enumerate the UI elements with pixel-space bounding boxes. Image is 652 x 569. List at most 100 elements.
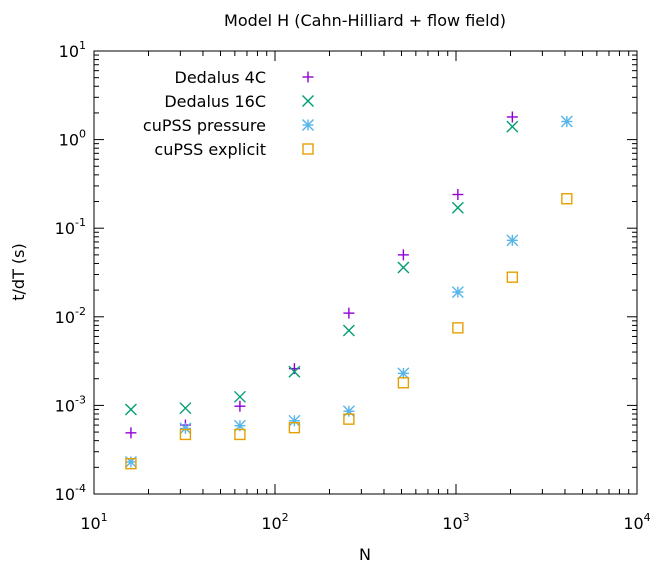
legend-label: cuPSS explicit <box>154 140 266 159</box>
marker-stroke <box>342 324 355 337</box>
y-tick-label-exponent: 0 <box>79 128 86 141</box>
data-point <box>288 414 301 427</box>
x-tick-label: 102 <box>261 511 288 533</box>
data-point <box>342 405 355 418</box>
legend-entry: cuPSS pressure <box>143 116 314 135</box>
y-axis-label: t/dT (s) <box>9 243 28 301</box>
data-points <box>124 111 573 470</box>
chart-title: Model H (Cahn-Hilliard + flow field) <box>224 11 506 30</box>
marker-stroke <box>234 428 246 441</box>
marker-stroke <box>561 193 573 205</box>
data-point <box>397 367 410 380</box>
y-tick-label: 10-1 <box>55 216 86 238</box>
y-tick-label-exponent: 1 <box>79 39 86 52</box>
legend-entry: cuPSS explicit <box>154 140 314 159</box>
marker-stroke <box>233 390 246 403</box>
legend-label: Dedalus 4C <box>175 68 266 87</box>
marker-stroke <box>179 428 192 441</box>
y-tick-label-base: 10 <box>55 396 75 415</box>
data-point <box>288 422 301 434</box>
data-point <box>397 377 410 389</box>
marker-stroke <box>179 422 192 435</box>
data-point <box>125 427 137 439</box>
y-tick-label-exponent: -4 <box>75 482 86 495</box>
data-point <box>234 400 246 412</box>
marker-stroke <box>397 377 410 389</box>
data-point <box>233 390 246 403</box>
marker-stroke <box>397 367 410 380</box>
marker-stroke <box>288 365 301 378</box>
series-cupss-pressure <box>124 115 573 468</box>
y-tick-label-exponent: -3 <box>75 393 86 406</box>
x-tick-label: 104 <box>623 511 650 533</box>
x-tick-label: 101 <box>80 511 107 533</box>
data-point <box>288 365 301 378</box>
y-tick-label-base: 10 <box>55 308 75 327</box>
data-point <box>179 402 192 415</box>
data-point <box>506 271 519 283</box>
marker-stroke <box>506 234 519 247</box>
marker-stroke <box>302 143 314 155</box>
legend-entry: Dedalus 4C <box>175 68 314 87</box>
legend-label: cuPSS pressure <box>143 116 266 135</box>
marker-stroke <box>451 201 464 214</box>
y-tick-label-base: 10 <box>55 485 75 504</box>
data-point <box>179 428 192 441</box>
data-point <box>397 261 410 274</box>
y-tick-label-base: 10 <box>59 131 79 150</box>
data-point <box>343 307 355 319</box>
marker-stroke <box>124 403 137 416</box>
x-tick-label: 103 <box>442 511 469 533</box>
marker-stroke <box>179 402 192 415</box>
data-point <box>506 234 519 247</box>
data-point <box>452 322 464 334</box>
marker-stroke <box>343 413 355 425</box>
data-point <box>506 111 518 123</box>
data-point <box>179 422 192 435</box>
marker-stroke <box>560 115 573 128</box>
marker-stroke <box>288 422 301 434</box>
y-tick-label-base: 10 <box>55 219 75 238</box>
data-point <box>125 457 137 470</box>
series-dedalus-16c <box>124 120 519 416</box>
marker-stroke <box>125 457 137 470</box>
y-tick-label: 10-4 <box>55 482 86 504</box>
data-point <box>451 286 464 299</box>
data-point <box>561 193 573 205</box>
x-tick-label-base: 10 <box>623 514 643 533</box>
data-point <box>506 120 519 133</box>
x-tick-label-exponent: 4 <box>644 511 651 524</box>
plot-frame <box>93 50 638 495</box>
series-cupss-explicit <box>125 193 573 470</box>
data-point <box>343 413 355 425</box>
x-tick-label-base: 10 <box>442 514 462 533</box>
x-axis-label: N <box>359 545 371 564</box>
marker-stroke <box>452 322 464 334</box>
marker-stroke <box>506 271 519 283</box>
x-tick-label-exponent: 3 <box>463 511 470 524</box>
y-tick-label: 100 <box>59 128 86 150</box>
x-tick-label-base: 10 <box>80 514 100 533</box>
legend-entry: Dedalus 16C <box>164 92 314 111</box>
marker-stroke <box>342 405 355 418</box>
x-tick-label-exponent: 2 <box>282 511 289 524</box>
y-tick-label-exponent: -2 <box>75 305 86 318</box>
marker-stroke <box>506 120 519 133</box>
y-tick-label: 101 <box>59 39 86 61</box>
marker-stroke <box>302 119 314 131</box>
marker-stroke <box>451 286 464 299</box>
y-tick-label-base: 10 <box>59 42 79 61</box>
series-dedalus-4c <box>125 111 518 439</box>
data-point <box>451 201 464 214</box>
legend: Dedalus 4C Dedalus 16C cuPSS pressure cuPSS… <box>143 68 314 159</box>
data-point <box>452 189 464 201</box>
legend-marker <box>302 119 314 131</box>
marker-stroke <box>288 414 301 427</box>
legend-marker <box>302 143 314 155</box>
data-point <box>124 403 137 416</box>
legend-marker <box>302 71 314 83</box>
legend-label: Dedalus 16C <box>164 92 266 111</box>
